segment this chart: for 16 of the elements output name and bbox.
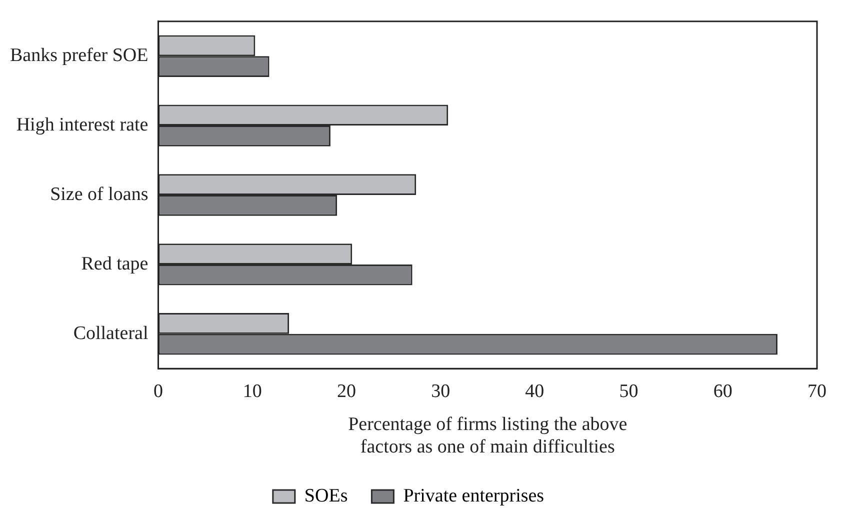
x-tick-label: 30 — [431, 380, 450, 402]
y-tick-label: Size of loans — [50, 184, 148, 205]
y-tick-label: Collateral — [73, 322, 148, 344]
legend-label: Private enterprises — [403, 485, 544, 506]
x-tick-label: 70 — [808, 380, 826, 402]
x-tick-label: 10 — [242, 380, 262, 402]
x-tick-label: 20 — [336, 380, 356, 402]
x-tick-label: 50 — [619, 380, 638, 402]
x-tick-label: 40 — [525, 380, 544, 402]
y-tick-label: High interest rate — [16, 114, 148, 136]
x-tick-label: 60 — [713, 380, 732, 402]
x-axis-title: Percentage of firms listing the above factors as one of main difficulties — [348, 414, 628, 458]
y-tick-label: Red tape — [81, 253, 148, 274]
y-tick-label: Banks prefer SOE — [10, 45, 148, 66]
x-tick-label: 0 — [153, 380, 163, 402]
legend-label: SOEs — [304, 485, 348, 506]
